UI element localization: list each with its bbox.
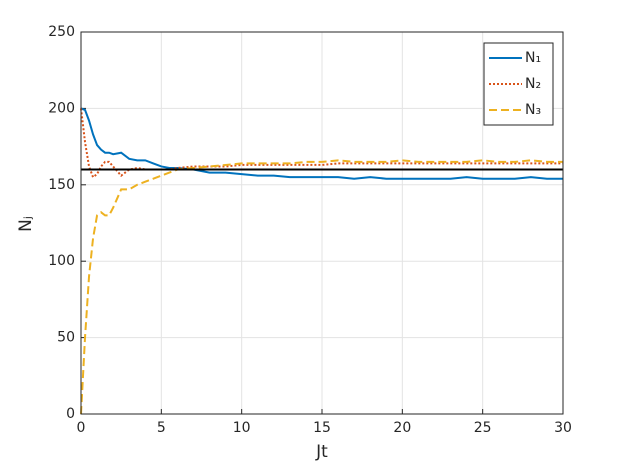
legend-label: N₁	[525, 50, 541, 66]
legend: N₁ N₂ N₃	[483, 42, 554, 126]
series-line	[80, 108, 563, 179]
y-axis-label: Nⱼ	[16, 216, 36, 232]
y-tick-label: 150	[48, 177, 75, 193]
x-tick-label: 25	[474, 420, 492, 436]
series-line	[80, 107, 563, 180]
axes-box	[80, 31, 564, 415]
series-line	[80, 159, 563, 415]
x-tick-label: 5	[157, 420, 166, 436]
x-tick-label: 30	[554, 420, 572, 436]
x-tick-label: 15	[313, 420, 331, 436]
y-tick-label: 0	[66, 406, 75, 422]
y-tick-label: 50	[57, 330, 75, 346]
legend-label: N₂	[525, 76, 541, 92]
x-tick-label: 0	[77, 420, 86, 436]
x-axis-label: Jt	[315, 442, 328, 462]
y-tick-label: 100	[48, 253, 75, 269]
y-tick-label: 200	[48, 100, 75, 116]
x-tick-label: 20	[393, 420, 411, 436]
legend-label: N₃	[525, 102, 541, 118]
y-tick-label: 250	[48, 24, 75, 40]
x-tick-label: 10	[233, 420, 251, 436]
